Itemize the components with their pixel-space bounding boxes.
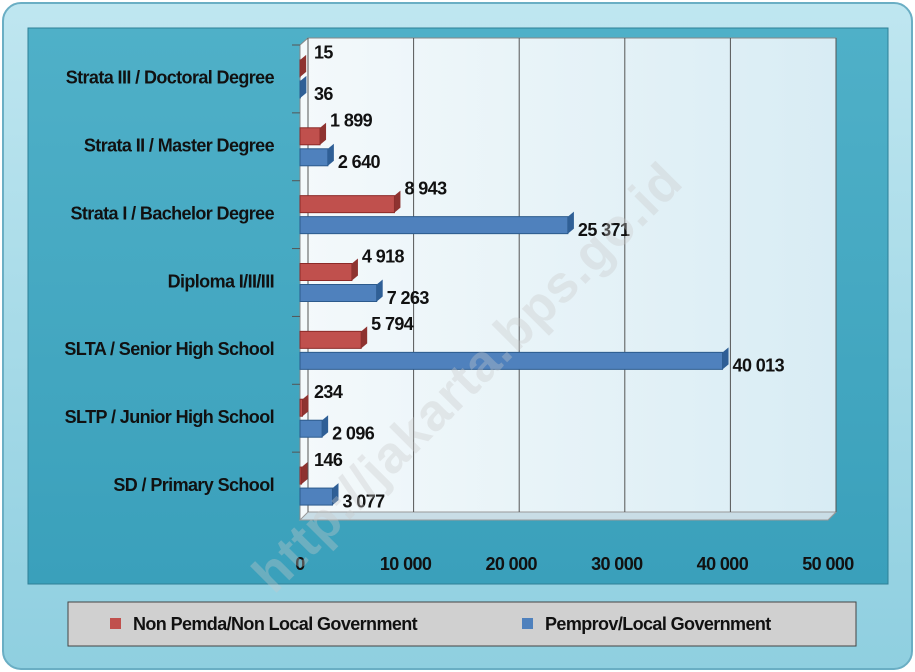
- bar-side: [302, 394, 309, 417]
- bar: [299, 195, 395, 214]
- plot-floor: [298, 511, 838, 521]
- bar-side: [327, 143, 334, 166]
- legend: [67, 601, 857, 647]
- x-tick-label: 40 000: [697, 554, 749, 574]
- bar-side: [332, 483, 339, 506]
- bar-side: [361, 326, 368, 349]
- bar: [299, 284, 378, 302]
- data-label: 7 263: [387, 288, 430, 308]
- bar: [299, 263, 353, 281]
- legend-swatch: [522, 618, 533, 629]
- x-tick-label: 0: [295, 554, 305, 574]
- y-tick-label: SLTA / Senior High School: [64, 339, 274, 359]
- legend-label: Pemprov/Local Government: [545, 614, 771, 634]
- y-tick-label: Strata II / Master Degree: [84, 136, 275, 156]
- y-tick-label: Strata I / Bachelor Degree: [71, 203, 275, 223]
- x-tick-label: 10 000: [380, 554, 432, 574]
- y-tick-label: SD / Primary School: [113, 475, 274, 495]
- y-tick-label: Strata III / Doctoral Degree: [66, 68, 275, 88]
- bar: [299, 398, 303, 417]
- bar: [299, 216, 569, 235]
- bar-side: [301, 462, 308, 485]
- bar: [299, 330, 362, 349]
- data-label: 3 077: [342, 491, 385, 511]
- bar: [299, 419, 323, 438]
- data-label: 2 096: [332, 423, 375, 443]
- bar-side: [376, 279, 383, 302]
- bar-side: [300, 54, 307, 77]
- bar: [299, 487, 333, 506]
- data-label: 25 371: [578, 220, 630, 240]
- y-tick-label: SLTP / Junior High School: [65, 407, 274, 427]
- data-label: 5 794: [371, 314, 414, 334]
- data-label: 8 943: [404, 178, 447, 198]
- bar: [299, 148, 329, 167]
- data-label: 146: [314, 450, 343, 470]
- x-tick-label: 50 000: [802, 554, 854, 574]
- data-label: 15: [314, 43, 333, 63]
- legend-swatch: [110, 618, 121, 629]
- legend-label: Non Pemda/Non Local Government: [133, 614, 418, 634]
- bar-side: [567, 211, 574, 234]
- data-label: 40 013: [733, 356, 785, 376]
- bar-side: [722, 347, 729, 370]
- data-label: 36: [314, 84, 333, 104]
- data-label: 234: [314, 382, 343, 402]
- x-tick-label: 30 000: [591, 554, 643, 574]
- data-label: 4 918: [362, 246, 405, 266]
- bar-side: [300, 75, 307, 98]
- data-label: 1 899: [330, 111, 373, 131]
- bar: [299, 127, 321, 146]
- bar: [299, 466, 303, 485]
- y-tick-label: Diploma I/II/III: [168, 271, 274, 291]
- bar-side: [351, 258, 358, 281]
- bar-side: [394, 190, 401, 213]
- data-label: 2 640: [338, 152, 381, 172]
- bar-side: [322, 415, 329, 438]
- bar-side: [320, 122, 327, 145]
- x-tick-label: 20 000: [485, 554, 537, 574]
